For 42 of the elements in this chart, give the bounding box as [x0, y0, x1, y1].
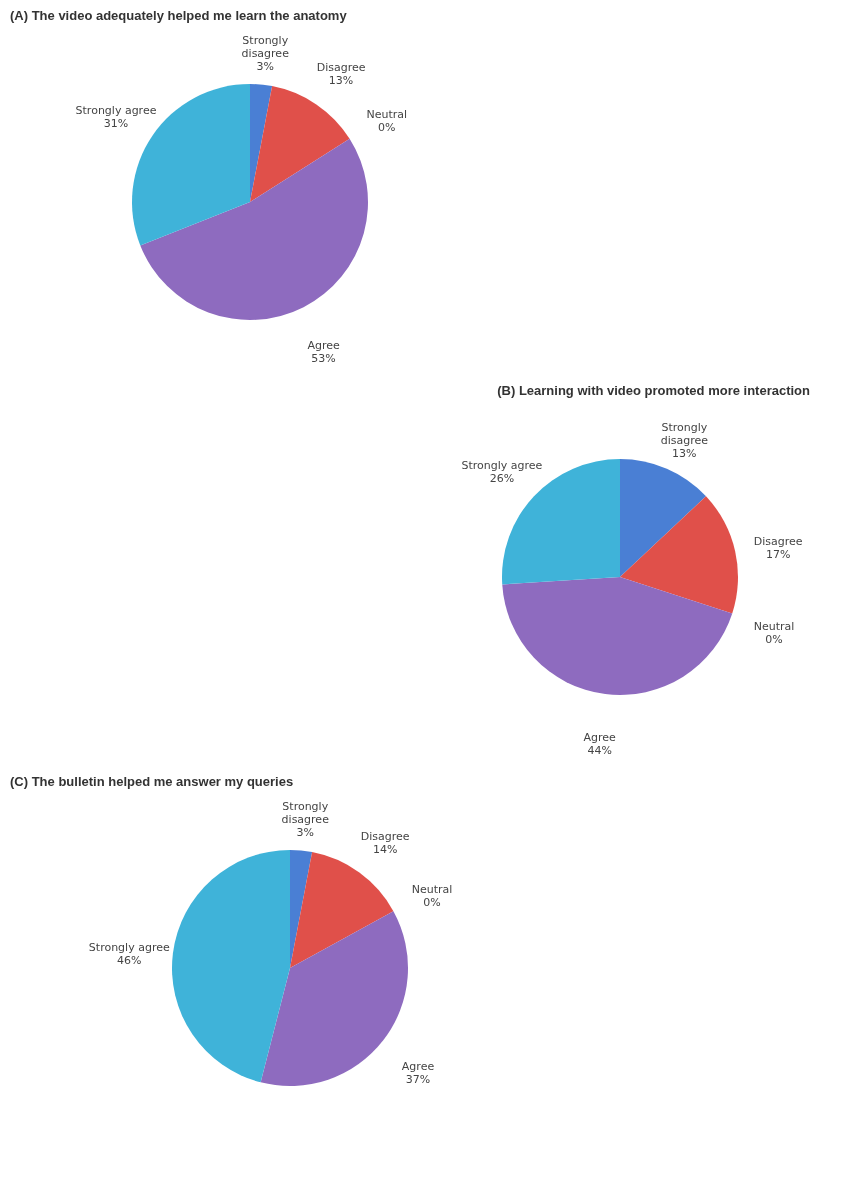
pie-slice: [290, 852, 394, 968]
category-label: Neutral: [366, 108, 408, 122]
pie-slice: [172, 850, 290, 1083]
pie-slice: [620, 496, 738, 614]
text: 0%: [423, 895, 441, 909]
slice-label: Strongly agree: [461, 459, 543, 473]
slice-label: Strongly disagree: [660, 421, 709, 448]
data-label: 13%: [672, 447, 697, 461]
slice-label: Strongly agree: [88, 940, 170, 954]
chart-title: (C) The bulletin helped me answer my queries: [10, 774, 294, 789]
slice-label: Disagree: [316, 61, 366, 75]
pie-slice: [250, 84, 273, 202]
data-label: 31%: [103, 116, 129, 130]
chart-title: (B) Learning with video promoted more interaction: [497, 383, 811, 398]
data-label: 3%: [296, 825, 314, 839]
category-label: Neutral: [411, 882, 453, 896]
data-label: 46%: [117, 953, 142, 967]
text: 0%: [378, 121, 396, 135]
text: 0%: [765, 633, 783, 647]
pie-slice: [250, 86, 350, 202]
data-label: 53%: [311, 352, 336, 366]
slice-label: Disagree: [753, 534, 803, 548]
pie-slice: [620, 459, 707, 577]
slice-label: Agree: [307, 339, 340, 353]
slice-label: Strongly disagree: [241, 33, 290, 60]
data-label: 3%: [256, 59, 274, 73]
slice-label: Disagree: [360, 829, 410, 843]
slice-label: Agree: [583, 730, 617, 744]
slice-label: Strongly agree: [75, 103, 157, 117]
pie-slice: [140, 138, 368, 320]
data-label: 26%: [489, 472, 515, 486]
data-label: 17%: [765, 547, 791, 561]
data-label: 13%: [328, 74, 354, 88]
chart-title: (A) The video adequately helped me learn the anatomy: [10, 8, 348, 23]
slice-label: Agree: [401, 1060, 435, 1074]
pie-slice: [502, 577, 733, 695]
category-label: Neutral: [753, 620, 795, 634]
data-label: 14%: [372, 842, 398, 856]
data-label: 44%: [587, 743, 612, 757]
pie-slice: [290, 850, 313, 968]
data-label: 37%: [405, 1073, 431, 1087]
slice-label: Strongly disagree: [281, 799, 330, 826]
